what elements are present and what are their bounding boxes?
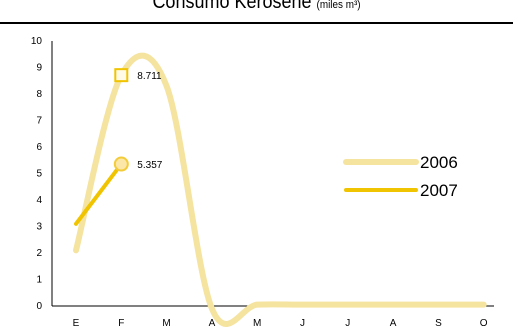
x-tick-label: J (300, 318, 305, 329)
legend-label-2006: 2006 (420, 153, 458, 172)
x-tick-label: M (162, 318, 170, 329)
x-tick-label: A (390, 318, 397, 329)
y-tick-label: 5 (36, 169, 42, 180)
x-tick-label: A (209, 318, 216, 329)
series-line-2006 (73, 52, 487, 327)
data-markers: 8.711 5.357 (113, 68, 163, 172)
chart-title: Consumo Kerosene (miles m³) (26, 0, 488, 14)
y-tick-label: 8 (36, 89, 42, 100)
x-tick-label: J (345, 318, 350, 329)
x-tick-label: M (253, 318, 261, 329)
x-tick-label: O (480, 318, 488, 329)
y-tick-label: 2 (36, 248, 42, 259)
title-bar: Consumo Kerosene (miles m³) (0, 0, 513, 24)
marker-2006 (114, 68, 129, 83)
chart-title-text: Consumo Kerosene (152, 0, 312, 13)
y-tick-label: 1 (36, 275, 42, 286)
legend: 2006 2007 (343, 153, 458, 200)
y-tick-label: 6 (36, 142, 42, 153)
chart-title-unit: (miles m³) (316, 0, 361, 11)
y-tick-label: 9 (36, 63, 42, 74)
y-tick-label: 10 (31, 36, 43, 47)
legend-label-2007: 2007 (420, 181, 458, 200)
series-lines (73, 52, 487, 327)
y-tick-label: 4 (36, 195, 42, 206)
data-label: 5.357 (137, 160, 162, 171)
y-tick-label: 7 (36, 116, 42, 127)
x-tick-label: S (435, 318, 442, 329)
y-tick-label: 3 (36, 222, 42, 233)
x-tick-label: F (118, 318, 124, 329)
data-label: 8.711 (137, 71, 162, 82)
series-line-2007 (74, 162, 124, 226)
marker-2007 (113, 156, 129, 172)
y-tick-label: 0 (36, 301, 42, 312)
x-tick-label: E (73, 318, 80, 329)
